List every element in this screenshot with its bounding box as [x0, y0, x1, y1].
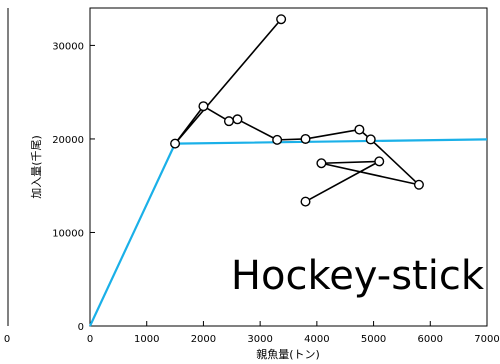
observation-point: [198, 101, 209, 112]
y-tick-label: 30000: [52, 41, 84, 52]
x-tick-label: 7000: [474, 334, 499, 345]
observation-path-layer: [174, 18, 420, 203]
x-tick-label: 3000: [247, 334, 272, 345]
y-tick-label: 20000: [52, 135, 84, 146]
observation-point: [374, 156, 385, 167]
observation-point: [300, 196, 311, 207]
x-tick-label: 4000: [304, 334, 329, 345]
observation-point: [365, 134, 376, 145]
observation-point: [300, 133, 311, 144]
x-axis-ticks: 0 1000 2000 3000 4000 5000 6000 7000: [87, 321, 500, 345]
x-tick-label: 2000: [191, 334, 216, 345]
y-tick-label: 0: [78, 322, 84, 333]
observation-path: [174, 18, 420, 203]
observation-point: [413, 179, 424, 190]
x-tick-label: 6000: [418, 334, 443, 345]
observation-point: [276, 14, 287, 25]
observation-point: [354, 124, 365, 135]
y-axis-ticks: 0 10000 20000 30000: [52, 41, 95, 333]
observation-point: [316, 158, 327, 169]
observation-point: [272, 134, 283, 145]
x-tick-label: 0: [87, 334, 93, 345]
plot-frame: [89, 7, 488, 327]
observation-points-layer: [170, 14, 424, 207]
y-axis-title: 加入量(千尾): [30, 135, 43, 199]
observation-point: [223, 116, 234, 127]
left-panel-tick-label: 0: [4, 334, 10, 345]
y-tick-label: 10000: [52, 228, 84, 239]
model-annotation: Hockey-stick: [231, 253, 485, 299]
x-tick-label: 5000: [361, 334, 386, 345]
x-axis-title: 親魚量(トン): [256, 348, 320, 361]
x-tick-label: 1000: [134, 334, 159, 345]
observation-point: [170, 138, 181, 149]
observation-point: [232, 114, 243, 125]
